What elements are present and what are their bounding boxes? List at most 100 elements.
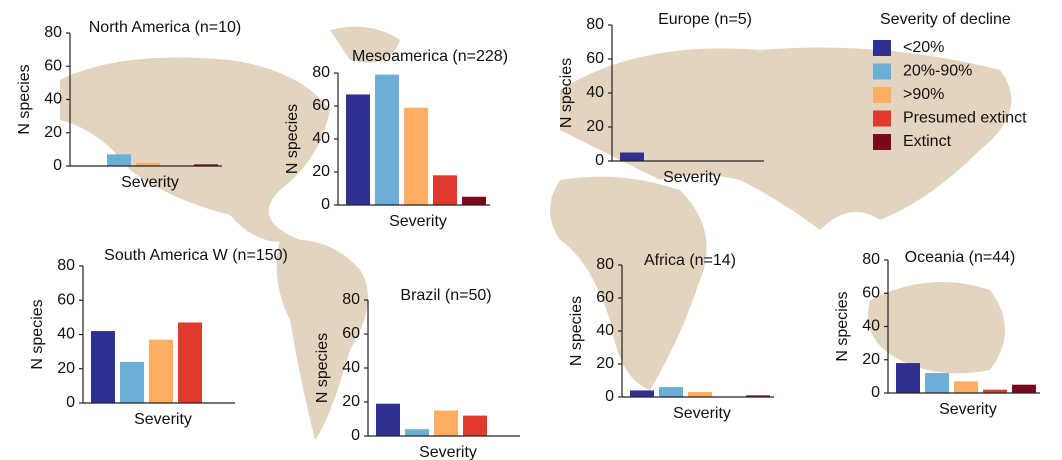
y-tick-label: 60 [586, 50, 604, 67]
bar [194, 164, 218, 166]
bar [404, 107, 428, 205]
y-tick-label: 60 [596, 289, 614, 306]
bar [136, 162, 160, 166]
y-tick-label: 80 [342, 291, 360, 308]
legend-label: >90% [903, 86, 944, 103]
y-tick-label: 40 [586, 84, 604, 101]
panel: 0 20 40 60 80 Mesoamerica (n=228) Severity N sp… [284, 48, 508, 230]
y-tick-label: 60 [342, 325, 360, 342]
y-tick-label: 0 [53, 157, 62, 174]
x-axis-label: Severity [673, 405, 731, 422]
chart-title: North America (n=10) [89, 19, 242, 36]
panel: 0 20 40 60 80 Oceania (n=44) Severity N species [834, 249, 1040, 418]
legend-label: 20%-90% [903, 63, 972, 80]
chart-title: Africa (n=14) [644, 252, 736, 269]
bar [462, 196, 486, 205]
bar [1012, 384, 1036, 393]
y-tick-label: 20 [57, 360, 75, 377]
y-tick-label: 0 [871, 384, 880, 401]
y-tick-label: 40 [862, 318, 880, 335]
panel: 0 20 40 60 80 North America (n=10) Severity N s… [16, 19, 241, 191]
y-axis-label: N species [314, 333, 331, 403]
y-tick-label: 0 [605, 388, 614, 405]
bar [434, 410, 458, 436]
y-tick-label: 40 [342, 359, 360, 376]
legend-label: Presumed extinct [903, 110, 1027, 127]
bar [659, 387, 683, 397]
bar [925, 373, 949, 393]
bar [346, 94, 370, 205]
y-axis-label: N species [558, 58, 575, 128]
legend-swatch [873, 63, 891, 80]
bar [376, 403, 400, 436]
chart-title: Mesoamerica (n=228) [352, 48, 508, 65]
bar [107, 154, 131, 166]
bar [433, 175, 457, 205]
y-tick-label: 40 [44, 91, 62, 108]
y-tick-label: 60 [312, 97, 330, 114]
y-tick-label: 80 [57, 257, 75, 274]
y-tick-label: 20 [862, 351, 880, 368]
x-axis-label: Severity [389, 213, 447, 230]
chart-title: South America W (n=150) [104, 247, 288, 264]
bar [954, 381, 978, 393]
bar [620, 152, 644, 161]
panel: 0 20 40 60 80 Brazil (n=50) Severity N species [314, 287, 520, 460]
world-map [60, 26, 1012, 440]
legend-label: Extinct [903, 133, 952, 150]
chart-title: Oceania (n=44) [905, 249, 1016, 266]
y-tick-label: 80 [586, 16, 604, 33]
x-axis-label: Severity [121, 174, 179, 191]
x-axis-label: Severity [663, 169, 721, 186]
panel: 0 20 40 60 80 Africa (n=14) Severity N species [568, 252, 774, 422]
bar [375, 74, 399, 206]
legend-swatch [873, 134, 891, 150]
x-axis-label: Severity [419, 444, 477, 460]
y-tick-label: 0 [351, 427, 360, 444]
y-axis-label: N species [29, 299, 46, 369]
y-axis-label: N species [284, 104, 301, 174]
y-tick-label: 80 [596, 256, 614, 273]
y-tick-label: 60 [57, 291, 75, 308]
panel: 0 20 40 60 80 Europe (n=5) Severity N species [558, 11, 764, 186]
y-axis-label: N species [16, 64, 33, 134]
bar [178, 322, 202, 403]
y-tick-label: 60 [862, 284, 880, 301]
y-axis-label: N species [834, 291, 851, 361]
bar [688, 392, 712, 397]
bar [405, 429, 429, 436]
y-tick-label: 0 [595, 152, 604, 169]
bar [746, 395, 770, 397]
bar [463, 415, 487, 436]
y-tick-label: 20 [586, 118, 604, 135]
legend-swatch [873, 110, 891, 127]
x-axis-label: Severity [134, 411, 192, 428]
legend-label: <20% [903, 39, 944, 56]
bar [983, 389, 1007, 393]
y-tick-label: 80 [312, 64, 330, 81]
y-tick-label: 40 [57, 326, 75, 343]
y-axis-label: N species [568, 296, 585, 366]
bar [91, 331, 115, 403]
bar [896, 363, 920, 393]
y-tick-label: 20 [342, 393, 360, 410]
y-tick-label: 20 [44, 124, 62, 141]
panel: 0 20 40 60 80 South America W (n=150) Severity… [29, 247, 288, 428]
y-tick-label: 20 [596, 355, 614, 372]
chart-title: Brazil (n=50) [400, 287, 491, 304]
bar [149, 339, 173, 403]
y-tick-label: 80 [862, 251, 880, 268]
chart-title: Europe (n=5) [658, 11, 752, 28]
y-tick-label: 0 [66, 394, 75, 411]
x-axis-label: Severity [939, 401, 997, 418]
legend-swatch [873, 87, 891, 103]
y-tick-label: 80 [44, 24, 62, 41]
bar [120, 361, 144, 403]
y-tick-label: 20 [312, 163, 330, 180]
legend-title: Severity of decline [880, 11, 1011, 28]
bar [630, 390, 654, 397]
y-tick-label: 40 [312, 130, 330, 147]
y-tick-label: 40 [596, 322, 614, 339]
